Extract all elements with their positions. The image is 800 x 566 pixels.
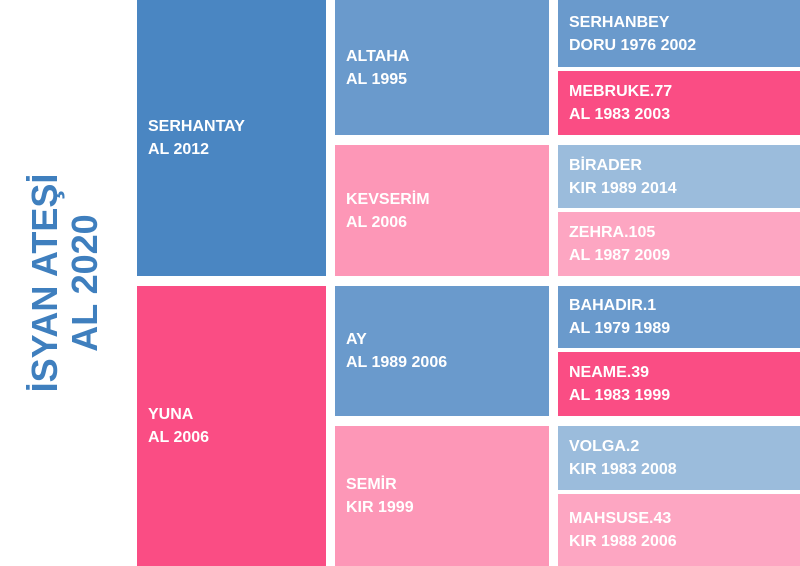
- subject-name: İSYAN ATEŞİ: [24, 173, 65, 393]
- sire-box: SERHANTAY AL 2012: [137, 0, 326, 276]
- sire-dam-dam-box: ZEHRA.105 AL 1987 2009: [558, 212, 800, 276]
- dam-dam-dam-name: MAHSUSE.43: [569, 510, 672, 527]
- sire-dam-box: KEVSERİM AL 2006: [335, 145, 549, 276]
- sire-dam-dam-color-year: AL 1987 2009: [569, 247, 671, 264]
- sire-sire-sire-name: SERHANBEY: [569, 13, 670, 31]
- dam-dam-name: SEMİR: [346, 476, 397, 493]
- sire-dam-sire-box: BİRADER KIR 1989 2014: [558, 145, 800, 208]
- subject-horse: İSYAN ATEŞİ AL 2020: [0, 0, 130, 566]
- sire-dam-color-year: AL 2006: [346, 213, 408, 231]
- sire-sire-sire-color-year: DORU 1976 2002: [569, 36, 697, 54]
- dam-sire-name: AY: [346, 331, 367, 348]
- sire-sire-name: ALTAHA: [346, 47, 410, 65]
- sire-name: SERHANTAY: [148, 118, 245, 135]
- sire-sire-dam-box: MEBRUKE.77 AL 1983 2003: [558, 71, 800, 135]
- dam-dam-sire-name: VOLGA.2: [569, 438, 640, 455]
- sire-dam-sire-color-year: KIR 1989 2014: [569, 179, 677, 197]
- dam-dam-box: SEMİR KIR 1999: [335, 426, 549, 566]
- dam-dam-color-year: KIR 1999: [346, 499, 414, 516]
- dam-sire-box: AY AL 1989 2006: [335, 286, 549, 416]
- dam-sire-dam-name: NEAME.39: [569, 364, 650, 381]
- sire-sire-sire-box: SERHANBEY DORU 1976 2002: [558, 0, 800, 67]
- dam-color-year: AL 2006: [148, 429, 210, 446]
- dam-sire-sire-box: BAHADIR.1 AL 1979 1989: [558, 286, 800, 348]
- dam-dam-dam-box: MAHSUSE.43 KIR 1988 2006: [558, 494, 800, 566]
- dam-dam-sire-color-year: KIR 1983 2008: [569, 461, 677, 478]
- sire-dam-sire-name: BİRADER: [569, 156, 642, 174]
- dam-sire-sire-color-year: AL 1979 1989: [569, 320, 671, 337]
- sire-color-year: AL 2012: [148, 141, 210, 158]
- dam-dam-sire-box: VOLGA.2 KIR 1983 2008: [558, 426, 800, 490]
- dam-box: YUNA AL 2006: [137, 286, 326, 566]
- sire-sire-box: ALTAHA AL 1995: [335, 0, 549, 135]
- sire-sire-color-year: AL 1995: [346, 70, 408, 88]
- dam-dam-dam-color-year: KIR 1988 2006: [569, 533, 677, 550]
- dam-name: YUNA: [148, 406, 194, 423]
- sire-dam-name: KEVSERİM: [346, 190, 430, 208]
- sire-dam-dam-name: ZEHRA.105: [569, 224, 656, 241]
- dam-sire-dam-box: NEAME.39 AL 1983 1999: [558, 352, 800, 416]
- sire-sire-dam-color-year: AL 1983 2003: [569, 106, 671, 123]
- subject-label: İSYAN ATEŞİ AL 2020: [24, 173, 105, 393]
- subject-color-year: AL 2020: [64, 214, 105, 352]
- sire-sire-dam-name: MEBRUKE.77: [569, 83, 673, 100]
- dam-sire-color-year: AL 1989 2006: [346, 354, 448, 371]
- dam-sire-dam-color-year: AL 1983 1999: [569, 387, 671, 404]
- dam-sire-sire-name: BAHADIR.1: [569, 297, 657, 314]
